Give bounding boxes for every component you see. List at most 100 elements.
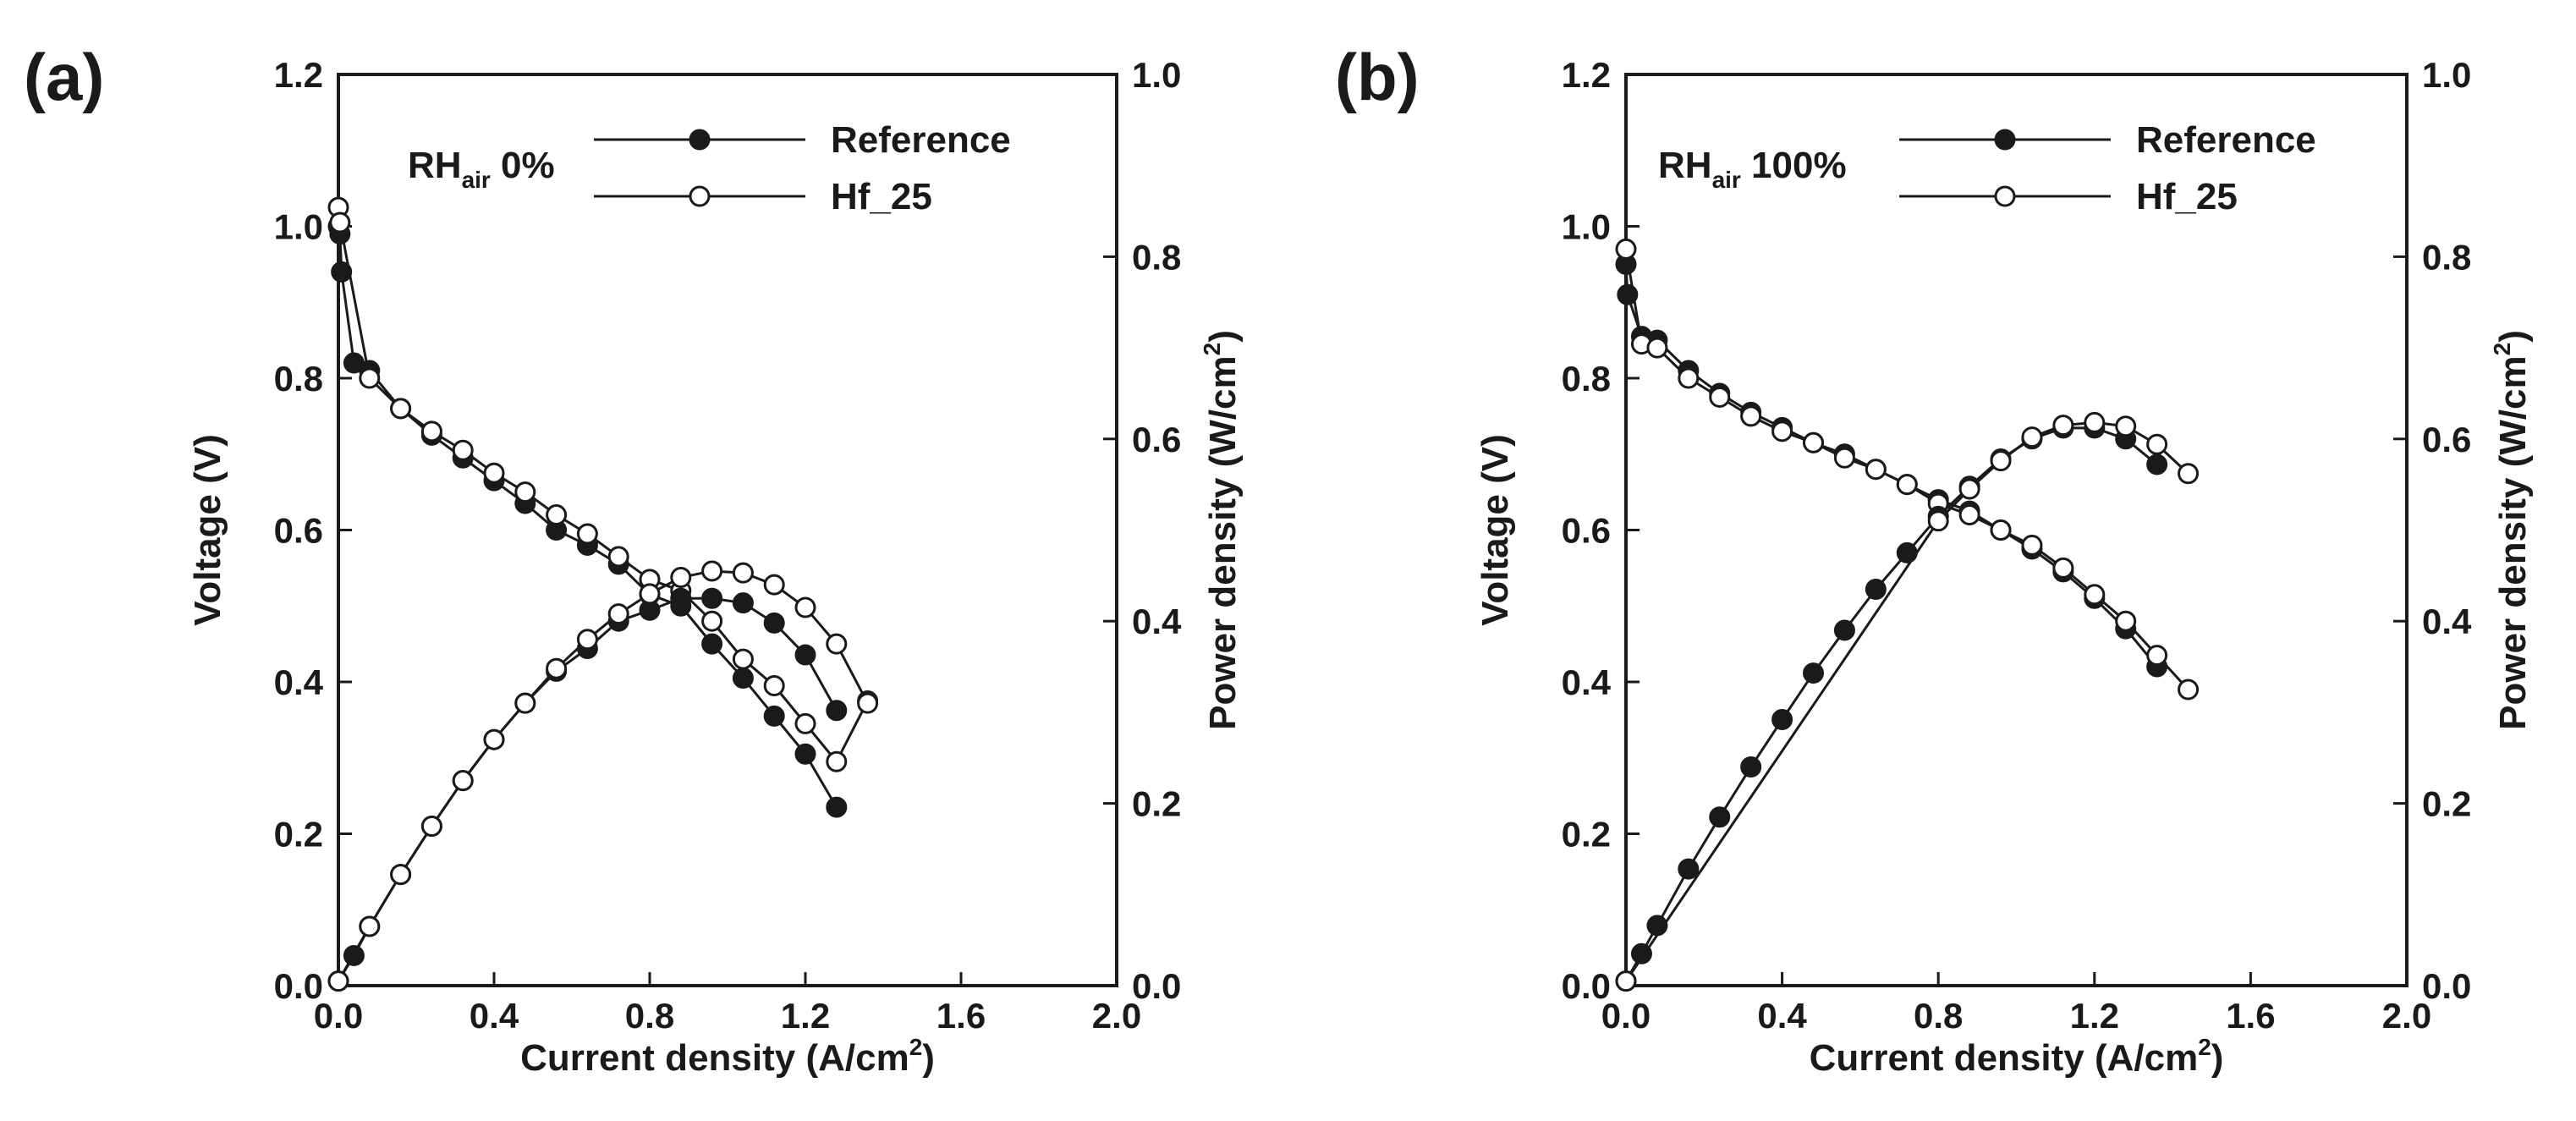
data-point-filled [1709,806,1731,828]
x-tick-label: 1.6 [2226,996,2275,1036]
data-point-open [2146,433,2168,455]
data-point-open [2115,610,2137,632]
plot-frame [1624,73,2408,987]
x-axis-title: Current density (A/cm2) [1810,1034,2224,1079]
chart-panel-a: (a)0.0 0.4 0.8 1.2 1.6 2.00.00.20.40.60.81.01… [24,40,1244,1079]
data-point-open [483,728,505,750]
condition-label: RHair 100% [1658,145,1847,193]
legend-marker-open [689,185,711,207]
data-point-open [732,562,754,584]
data-point-open [1958,504,1980,526]
y-tick-label: 0.2 [1562,815,1611,854]
data-point-filled [732,668,754,690]
y-tick-label: 0.4 [274,662,324,702]
data-point-open [1771,420,1793,442]
data-point-open [607,546,629,568]
y-tick-label: 0.8 [1562,359,1611,398]
data-point-open [826,633,848,655]
data-point-open [1615,238,1637,260]
series-line [337,206,869,763]
x-tick-label: 0.8 [625,996,674,1036]
series-line [337,569,869,982]
data-point-filled [794,644,816,666]
y-tick-label: 1.2 [274,55,323,95]
data-point-open [452,439,474,461]
data-point-filled [1678,858,1700,880]
data-point-filled [1865,579,1887,601]
data-point-open [1865,459,1887,481]
data-point-open [1896,474,1918,496]
y2-tick-label: 1.0 [1132,55,1181,95]
data-point-open [390,864,412,886]
data-point-open [1958,478,1980,500]
data-point-open [607,603,629,625]
data-point-filled [763,705,785,727]
data-point-open [483,462,505,484]
legend-marker-filled [1994,129,2016,151]
data-point-filled [701,633,723,655]
condition-label: RHair 0% [408,145,555,193]
y2-tick-label: 0.6 [2422,420,2471,459]
series-power-hf-25 [1615,411,2200,992]
data-point-open [2178,679,2200,701]
data-point-open [639,583,661,605]
y2-tick-label: 0.0 [2422,966,2471,1006]
series-line [1624,264,2158,668]
data-point-open [1740,405,1762,427]
data-point-open [2052,415,2074,437]
y-tick-label: 0.4 [1562,662,1612,702]
series-voltage-reference [327,216,848,818]
legend-label: Reference [831,119,1011,161]
data-point-open [2178,463,2200,485]
y-axis-title: Voltage (V) [187,434,228,626]
data-point-filled [794,743,816,765]
y-tick-label: 1.0 [274,207,323,247]
x-tick-label: 0.0 [1601,996,1651,1036]
data-point-open [732,648,754,670]
x-tick-label: 2.0 [1092,996,1141,1036]
data-point-open [826,750,848,772]
data-point-open [576,629,598,651]
series-voltage-hf-25 [1615,238,2200,701]
data-point-open [701,610,723,632]
data-point-open [2052,557,2074,579]
data-point-open [329,212,351,234]
data-point-filled [826,796,848,818]
series-power-reference [1615,417,2168,992]
series-voltage-reference [1615,253,2168,678]
series-line [1624,249,2189,690]
y-axis-title: Voltage (V) [1475,434,1516,626]
x-tick-label: 0.4 [470,996,519,1036]
legend-label: Hf_25 [2136,176,2238,217]
data-point-filled [670,587,692,609]
data-point-open [2084,411,2106,433]
data-point-open [2021,534,2043,556]
data-point-filled [1771,709,1793,731]
y2-tick-label: 0.8 [1132,237,1181,277]
x-tick-label: 0.8 [1914,996,1963,1036]
data-point-open [576,523,598,545]
data-point-filled [732,592,754,614]
legend-marker-filled [689,129,711,151]
data-point-open [794,712,816,734]
y2-tick-label: 0.4 [2422,602,2472,641]
data-point-open [1678,367,1700,389]
data-point-open [420,420,442,442]
y2-tick-label: 0.4 [1132,602,1182,641]
data-point-open [2021,426,2043,448]
y2-tick-label: 0.8 [2422,237,2471,277]
y-tick-label: 0.6 [274,511,323,551]
data-point-open [701,560,723,582]
x-tick-label: 1.2 [2070,996,2119,1036]
x-tick-label: 0.0 [314,996,363,1036]
data-point-open [359,367,381,389]
data-point-filled [1833,619,1855,641]
data-point-open [1833,447,1855,469]
data-point-filled [701,587,723,609]
data-point-filled [826,700,848,722]
y-tick-label: 0.6 [1562,511,1611,551]
panel-label: (a) [24,40,104,114]
data-point-filled [763,612,785,634]
series-line [337,226,838,808]
